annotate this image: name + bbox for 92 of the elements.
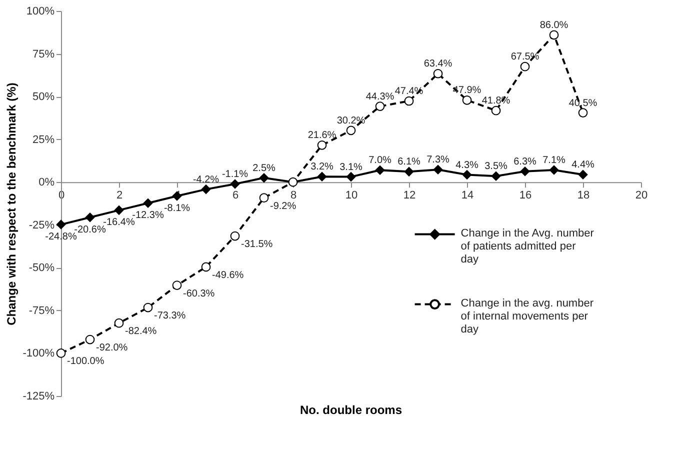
x-tick-label: 10 — [345, 190, 358, 202]
data-label: 21.6% — [308, 130, 336, 142]
point — [433, 68, 443, 78]
data-label: -73.3% — [154, 310, 186, 322]
point — [259, 193, 269, 203]
legend-label: Change in the Avg. number of patients admitted per day — [460, 227, 594, 266]
data-label: 44.3% — [366, 91, 394, 102]
data-label: -16.4% — [103, 217, 135, 228]
data-label: -4.2% — [192, 174, 220, 186]
point — [433, 164, 443, 174]
x-tick-label: 18 — [577, 190, 590, 202]
data-label: -49.6% — [212, 270, 244, 281]
data-label: 2.5% — [252, 162, 276, 174]
data-label: 86.0% — [540, 20, 568, 31]
x-tick-label: 2 — [116, 190, 123, 202]
point — [143, 302, 153, 312]
x-tick-label: 6 — [232, 190, 239, 202]
y-tick-label: -75% — [28, 304, 55, 317]
data-label: -9.2% — [270, 200, 296, 212]
y-axis-title: Change with respect to the benchmark (%) — [4, 82, 19, 326]
point — [549, 30, 559, 40]
x-tick-label: 20 — [635, 190, 648, 202]
point — [404, 166, 414, 176]
data-label: -82.4% — [125, 326, 157, 338]
y-tick-label: 25% — [32, 134, 55, 146]
y-tick-label: 75% — [32, 48, 55, 60]
point — [114, 205, 124, 215]
point — [143, 198, 153, 208]
data-label: 3.2% — [310, 162, 334, 173]
point — [230, 179, 240, 189]
point — [520, 62, 530, 72]
y-tick-label: -50% — [28, 262, 55, 274]
x-tick-label: 12 — [403, 190, 416, 202]
point — [578, 170, 588, 180]
data-label: 41.8% — [482, 96, 510, 107]
point — [172, 280, 182, 290]
point — [520, 166, 530, 176]
point — [462, 170, 472, 180]
point — [404, 96, 414, 106]
data-label: 4.3% — [456, 160, 479, 171]
data-label: -60.3% — [183, 288, 215, 300]
point — [85, 334, 95, 344]
point — [375, 102, 385, 111]
y-tick-label: 100% — [26, 6, 55, 18]
data-label: 40.5% — [568, 98, 598, 109]
x-tick-label: 14 — [461, 190, 474, 202]
y-tick-label: 50% — [32, 91, 55, 104]
data-label: 7.3% — [426, 154, 450, 166]
point — [491, 171, 501, 181]
point — [56, 220, 66, 230]
point — [230, 231, 240, 241]
data-label: 3.5% — [484, 161, 508, 172]
x-tick-label: 16 — [519, 190, 532, 202]
point — [114, 318, 124, 328]
point — [85, 212, 95, 222]
point — [201, 262, 211, 272]
data-label: -8.1% — [164, 202, 190, 214]
point — [491, 106, 501, 116]
data-label: 7.1% — [542, 154, 566, 166]
x-axis-title: No. double rooms — [300, 403, 402, 417]
point — [346, 172, 356, 182]
data-label: -92.0% — [96, 342, 128, 354]
point — [172, 191, 182, 201]
point — [578, 108, 588, 118]
data-label: -31.5% — [241, 239, 273, 250]
data-label: 30.2% — [336, 115, 366, 126]
data-label: -100.0% — [67, 356, 104, 368]
data-label: 47.9% — [452, 85, 482, 96]
point — [375, 165, 385, 175]
data-label: 6.1% — [398, 156, 421, 168]
y-tick-label: -100% — [22, 348, 55, 360]
data-label: 3.1% — [340, 162, 363, 173]
point — [317, 140, 327, 150]
y-tick-label: -125% — [22, 390, 55, 402]
data-label: -20.6% — [74, 224, 106, 236]
data-label: 63.4% — [424, 58, 452, 70]
x-tick-label: 8 — [290, 190, 297, 202]
point — [549, 165, 559, 175]
point — [201, 184, 211, 194]
data-label: 7.0% — [368, 155, 392, 166]
point — [346, 126, 356, 136]
data-label: 6.3% — [514, 156, 537, 168]
data-label: -1.1% — [222, 168, 248, 180]
y-tick-label: -25% — [28, 219, 55, 232]
point — [462, 95, 472, 105]
data-label: 4.4% — [572, 160, 595, 171]
legend-label: Change in the avg. number of internal movements per day — [460, 297, 594, 336]
point — [56, 348, 66, 358]
y-tick-label: 0% — [38, 176, 55, 189]
data-label: -24.8% — [45, 232, 77, 243]
point — [259, 173, 269, 183]
point — [317, 172, 327, 182]
